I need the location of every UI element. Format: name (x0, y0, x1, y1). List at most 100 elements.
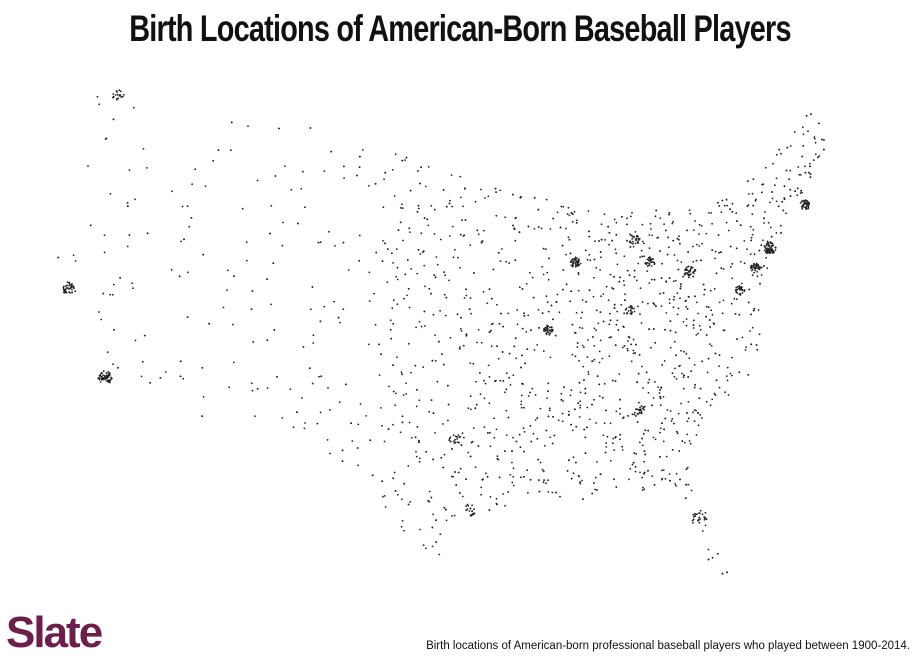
birth-dot (727, 229, 730, 232)
birth-dot (381, 480, 384, 483)
birth-dot (688, 274, 691, 276)
birth-dot (576, 219, 578, 222)
birth-dot (408, 306, 411, 309)
birth-dot (718, 301, 721, 304)
birth-dot (702, 283, 705, 286)
birth-dot (641, 444, 644, 447)
birth-dot (432, 458, 434, 461)
birth-dot (655, 209, 658, 212)
birth-dot (443, 271, 446, 273)
birth-dot (672, 298, 675, 301)
birth-dot (717, 234, 720, 236)
birth-dot (568, 410, 570, 413)
birth-dot (452, 434, 455, 436)
birth-dot (653, 303, 656, 306)
birth-dot (538, 490, 541, 493)
birth-dot (823, 139, 825, 141)
birth-dot (718, 251, 720, 254)
birth-dot (392, 477, 395, 480)
birth-dot (538, 327, 540, 329)
birth-dot (274, 175, 277, 177)
birth-dot (586, 406, 589, 409)
birth-dot (497, 458, 500, 461)
birth-dot (581, 479, 583, 482)
birth-dot (775, 153, 778, 156)
birth-dot (459, 467, 462, 470)
birth-dot (302, 346, 305, 348)
birth-dot (658, 392, 661, 394)
birth-dot (562, 269, 565, 271)
birth-dot (418, 320, 421, 323)
birth-dot (512, 436, 514, 439)
birth-dot (518, 433, 521, 436)
birth-dot (546, 397, 548, 399)
birth-dot (442, 466, 445, 469)
birth-dot (74, 290, 77, 293)
birth-dot (142, 148, 145, 150)
birth-dot (126, 201, 129, 204)
birth-dot (584, 387, 587, 390)
birth-dot (266, 387, 269, 389)
birth-dot (418, 441, 420, 444)
birth-dot (628, 306, 630, 308)
birth-dot (701, 417, 703, 419)
birth-dot (659, 292, 662, 295)
birth-dot (753, 262, 755, 265)
birth-dot (721, 572, 724, 575)
birth-dot (474, 200, 477, 203)
birth-dot (201, 415, 204, 417)
birth-dot (823, 148, 825, 151)
birth-dot (443, 453, 446, 456)
birth-dot (595, 266, 598, 269)
birth-dot (774, 246, 777, 249)
birth-dot (70, 285, 73, 287)
birth-dot (465, 294, 468, 297)
birth-dot (688, 357, 691, 360)
birth-dot (488, 509, 491, 511)
birth-dot (514, 337, 517, 340)
birth-dot (588, 235, 591, 238)
birth-dot (308, 367, 311, 370)
birth-dot (611, 287, 613, 289)
birth-dot (675, 472, 678, 475)
birth-dot (99, 381, 102, 383)
birth-dot (575, 425, 578, 428)
birth-dot (463, 436, 465, 439)
birth-dot (547, 491, 550, 493)
birth-dot (687, 272, 689, 274)
birth-dot (62, 285, 65, 288)
birth-dot (479, 393, 482, 395)
birth-dot (254, 415, 256, 417)
birth-dot (498, 323, 501, 325)
birth-dot (358, 166, 361, 169)
birth-dot (109, 373, 111, 375)
birth-dot (572, 258, 575, 261)
birth-dot (648, 264, 651, 266)
birth-dot (632, 349, 635, 352)
birth-dot (436, 263, 439, 266)
birth-dot (469, 455, 472, 458)
birth-dot (339, 321, 341, 324)
birth-dot (711, 556, 714, 559)
birth-dot (418, 207, 420, 210)
birth-dot (636, 421, 639, 423)
birth-dot (659, 427, 662, 430)
birth-dot (525, 331, 528, 333)
birth-dot (588, 254, 591, 256)
birth-dot (796, 187, 799, 190)
birth-dot (734, 313, 737, 315)
birth-dot (638, 441, 641, 444)
birth-dot (734, 289, 737, 291)
birth-dot (497, 357, 500, 360)
birth-dot (434, 432, 436, 434)
birth-dot (693, 364, 696, 366)
birth-dot (639, 406, 641, 409)
birth-dot (772, 244, 775, 247)
birth-dot (449, 440, 452, 443)
birth-dot (738, 287, 741, 290)
birth-dot (704, 524, 707, 527)
birth-dot (711, 313, 714, 316)
birth-dot (579, 400, 582, 403)
birth-dot (639, 471, 641, 474)
birth-dot (70, 283, 73, 286)
